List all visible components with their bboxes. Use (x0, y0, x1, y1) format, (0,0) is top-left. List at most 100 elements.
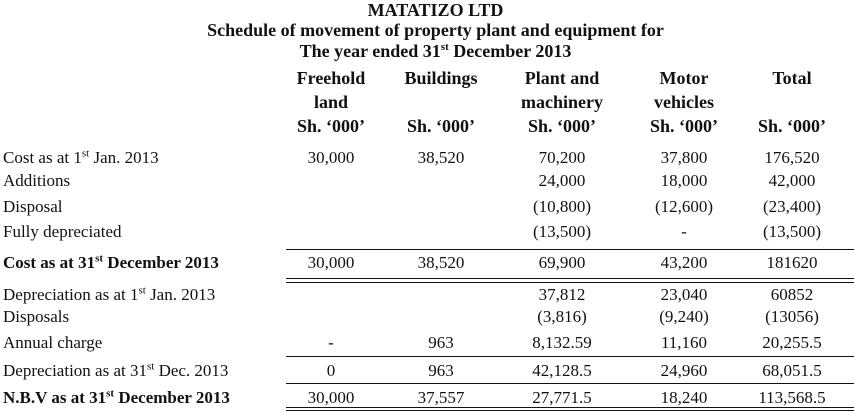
row-label: Disposals (3, 307, 69, 327)
row-label: Annual charge (3, 333, 102, 353)
table-cell: 37,557 (417, 388, 465, 407)
year-title-pre: The year ended 31 (299, 41, 441, 61)
table-cell: 24,000 (538, 171, 586, 190)
row-label: Cost as at 1st Jan. 2013 (3, 148, 159, 168)
row-label-suffix: Jan. 2013 (89, 148, 159, 167)
table-cell: 181620 (766, 253, 818, 272)
table-cell: 963 (428, 361, 454, 380)
column-name-line1: Total (772, 68, 812, 88)
rule-above-cost-total (286, 249, 854, 250)
row-label-sup: st (138, 284, 146, 297)
column-name-line1: Buildings (404, 68, 478, 88)
table-cell: 42,000 (768, 171, 816, 190)
table-cell: 37,800 (660, 148, 708, 167)
row-label-text: N.B.V as at 31 (3, 388, 107, 407)
table-cell: 23,040 (660, 285, 708, 304)
row-label-text: Disposal (3, 197, 63, 216)
table-cell: 176,520 (764, 148, 820, 167)
year-title-post: December 2013 (448, 41, 572, 61)
rule-above-nbv (286, 383, 854, 384)
row-label: Fully depreciated (3, 222, 122, 242)
table-cell: 60852 (770, 285, 814, 304)
table-cell: 30,000 (307, 253, 355, 272)
table-cell: (3,816) (537, 307, 587, 326)
row-label: Disposal (3, 197, 63, 217)
column-unit: Sh. ‘000’ (527, 116, 596, 136)
year-title: The year ended 31st December 2013 (8, 41, 855, 61)
table-cell: (23,400) (762, 197, 822, 216)
table-cell: 69,900 (538, 253, 586, 272)
row-label-text: Disposals (3, 307, 70, 326)
row-label-sup: st (106, 387, 115, 400)
table-cell: 18,240 (660, 388, 708, 407)
row-label-text: Cost as at 1 (3, 148, 82, 167)
row-label-suffix: December 2013 (114, 388, 230, 407)
table-cell: 113,568.5 (758, 388, 826, 407)
table-cell: (13,500) (762, 222, 822, 241)
row-label-text: Cost as at 31 (3, 253, 96, 272)
table-cell: (10,800) (532, 197, 592, 216)
table-cell: 30,000 (307, 148, 355, 167)
table-cell: 38,520 (417, 148, 465, 167)
column-name-line1: Freehold (296, 68, 366, 88)
rule-above-dep-total (286, 356, 854, 357)
column-name-line2 (732, 90, 852, 114)
column-name-line2: vehicles (654, 92, 714, 112)
row-label-text: Annual charge (3, 333, 103, 352)
table-cell: (9,240) (659, 307, 709, 326)
row-label: Cost as at 31st December 2013 (3, 253, 219, 273)
company-title: MATATIZO LTD (367, 0, 504, 20)
column-unit: Sh. ‘000’ (649, 116, 718, 136)
row-label-suffix: Dec. 2013 (154, 361, 229, 380)
column-header-2: Plant and machinery Sh. ‘000’ (502, 66, 622, 138)
table-cell: 11,160 (660, 333, 708, 352)
column-header-3: Motor vehicles Sh. ‘000’ (624, 66, 744, 138)
column-header-4: Total Sh. ‘000’ (732, 66, 852, 138)
row-label-sup: st (146, 360, 155, 373)
row-label-text: Fully depreciated (3, 222, 122, 241)
row-label: N.B.V as at 31st December 2013 (3, 388, 230, 408)
row-label-suffix: Jan. 2013 (145, 285, 216, 304)
column-name-line1: Motor (659, 68, 709, 88)
row-label-sup: st (81, 147, 90, 160)
table-cell: 42,128.5 (532, 361, 592, 380)
column-unit: Sh. ‘000’ (296, 116, 365, 136)
rule-below-cost-total-2 (286, 282, 854, 283)
column-header-1: Buildings Sh. ‘000’ (381, 66, 501, 138)
column-unit: Sh. ‘000’ (406, 116, 475, 136)
table-cell: 8,132.59 (532, 333, 592, 352)
table-cell: (13056) (765, 307, 819, 326)
table-cell: 68,051.5 (762, 361, 822, 380)
table-cell: 0 (326, 361, 336, 380)
schedule-title: Schedule of movement of property plant a… (207, 20, 664, 40)
column-name-line2: land (313, 92, 349, 112)
column-name-line1: Plant and (524, 68, 600, 88)
column-name-line2: machinery (521, 92, 603, 112)
rule-below-nbv-1 (286, 407, 854, 408)
table-cell: (12,600) (654, 197, 714, 216)
row-label-text: Depreciation as at 31 (3, 361, 147, 380)
row-label-sup: st (95, 252, 104, 265)
table-cell: 37,812 (538, 285, 586, 304)
table-cell: - (681, 222, 687, 241)
column-name-line2 (381, 90, 501, 114)
table-cell: 24,960 (660, 361, 708, 380)
row-label: Depreciation as at 31st Dec. 2013 (3, 361, 228, 381)
row-label-text: Additions (3, 171, 71, 190)
table-cell: 20,255.5 (762, 333, 822, 352)
table-cell: 963 (428, 333, 454, 352)
row-label-text: Depreciation as at 1 (3, 285, 139, 304)
year-title-sup: st (440, 41, 449, 53)
column-header-0: Freehold land Sh. ‘000’ (271, 66, 391, 138)
table-cell: 18,000 (660, 171, 708, 190)
row-label-suffix: December 2013 (103, 253, 219, 272)
table-cell: 30,000 (307, 388, 355, 407)
row-label: Additions (3, 171, 70, 191)
row-label: Depreciation as at 1st Jan. 2013 (3, 285, 215, 305)
column-unit: Sh. ‘000’ (757, 116, 826, 136)
table-cell: 38,520 (417, 253, 465, 272)
table-cell: (13,500) (532, 222, 592, 241)
table-cell: - (328, 333, 334, 352)
table-cell: 27,771.5 (532, 388, 592, 407)
table-cell: 70,200 (538, 148, 586, 167)
